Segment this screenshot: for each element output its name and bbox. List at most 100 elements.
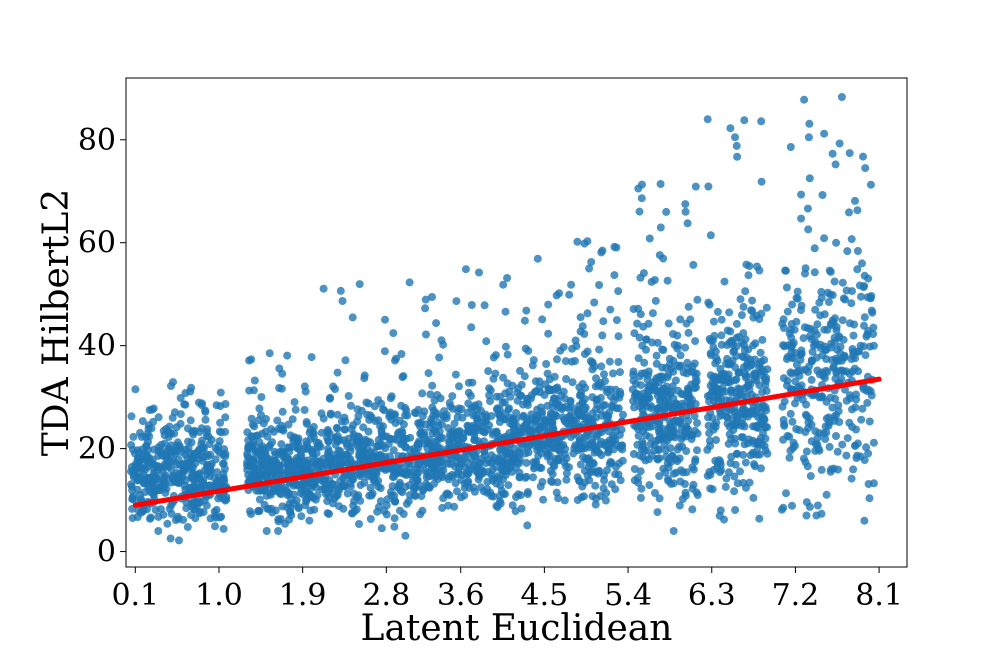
data-point [663, 459, 672, 468]
data-point [813, 501, 822, 510]
data-point [575, 383, 584, 392]
data-point [550, 462, 559, 471]
data-point [473, 405, 482, 414]
data-point [542, 360, 551, 368]
data-point [629, 376, 638, 385]
data-point [648, 338, 657, 347]
data-point [395, 466, 404, 475]
data-point [154, 462, 163, 471]
data-point [591, 481, 600, 490]
y-axis-title: TDA HilbertL2 [36, 189, 77, 457]
data-point [458, 413, 467, 422]
data-point [430, 463, 439, 472]
data-point [755, 359, 764, 368]
data-point [533, 254, 542, 263]
data-point [755, 514, 764, 523]
data-point [675, 362, 684, 371]
data-point [460, 491, 469, 500]
data-point [168, 413, 177, 422]
data-point [258, 429, 267, 438]
data-point [146, 514, 154, 523]
data-point [693, 419, 701, 427]
data-point [783, 307, 792, 316]
data-point [545, 451, 554, 460]
data-point [142, 442, 151, 451]
data-point [437, 471, 446, 480]
data-point [216, 388, 225, 397]
data-point [598, 246, 607, 255]
data-point [469, 427, 478, 436]
data-point [492, 392, 501, 401]
data-point [673, 457, 682, 466]
data-point [347, 458, 356, 467]
data-point [219, 459, 228, 468]
data-point [808, 356, 816, 365]
data-point [587, 258, 596, 266]
data-point [791, 348, 799, 357]
data-point [584, 414, 593, 423]
data-point [729, 348, 738, 356]
data-point [692, 369, 701, 378]
data-point [736, 467, 744, 476]
data-point [383, 495, 392, 504]
data-point [580, 395, 589, 404]
data-point [650, 276, 659, 284]
data-point [430, 396, 439, 405]
data-point [788, 501, 796, 510]
data-point [637, 369, 646, 378]
data-point [402, 406, 411, 415]
data-point [486, 386, 495, 395]
data-point [455, 382, 463, 391]
x-tick-label: 5.4 [604, 578, 652, 613]
data-point [347, 425, 356, 433]
data-point [801, 269, 809, 278]
data-point [201, 407, 210, 416]
data-point [566, 397, 575, 405]
data-point [689, 480, 698, 489]
data-point [867, 391, 876, 400]
data-point [166, 534, 175, 543]
data-point [847, 355, 856, 364]
data-point [709, 381, 718, 390]
data-point [726, 459, 735, 468]
data-point [853, 206, 862, 215]
x-tick-label: 3.6 [437, 578, 485, 613]
data-point [824, 421, 833, 430]
data-point [607, 480, 616, 489]
data-point [604, 427, 613, 436]
data-point [538, 478, 547, 486]
data-point [276, 515, 285, 523]
data-point [782, 355, 791, 363]
data-point [651, 489, 659, 497]
data-point [665, 354, 674, 363]
data-point [527, 394, 535, 403]
data-point [640, 446, 649, 455]
data-point [691, 426, 699, 435]
data-point [255, 438, 264, 446]
data-point [511, 507, 520, 516]
data-point [222, 495, 231, 504]
data-point [779, 341, 788, 350]
data-point [139, 506, 148, 515]
data-point [297, 451, 306, 460]
data-point [484, 367, 493, 376]
data-point [496, 413, 505, 422]
data-point [244, 436, 253, 445]
data-point [861, 351, 870, 360]
data-point [779, 416, 788, 424]
data-point [684, 328, 693, 337]
data-point [599, 317, 608, 326]
data-point [501, 307, 510, 316]
data-point [806, 472, 815, 480]
data-point [370, 402, 379, 411]
data-point [710, 331, 719, 340]
data-point [743, 382, 752, 391]
data-point [811, 305, 820, 314]
data-point [562, 462, 570, 471]
data-point [291, 405, 300, 414]
data-point [464, 477, 473, 486]
data-point [725, 308, 734, 317]
data-point [534, 425, 543, 434]
data-point [261, 455, 270, 464]
data-point [778, 402, 787, 411]
